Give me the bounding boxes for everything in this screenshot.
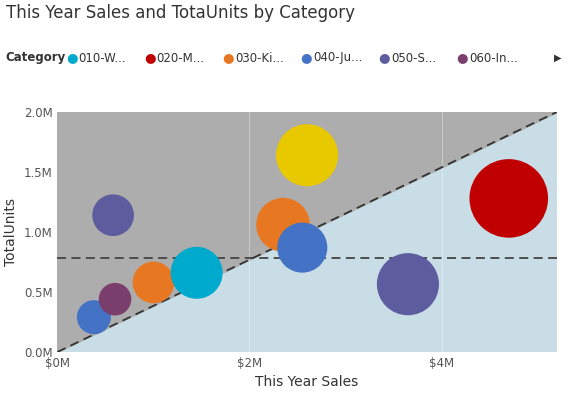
Text: Category: Category (6, 52, 66, 64)
Text: ●: ● (378, 52, 390, 64)
Point (504, 195, 513, 202)
Text: 050-S...: 050-S... (391, 52, 436, 64)
Text: ●: ● (144, 52, 156, 64)
Point (110, 296, 119, 302)
Point (149, 279, 158, 286)
Point (404, 281, 413, 287)
Point (108, 212, 118, 218)
Text: 060-In...: 060-In... (469, 52, 518, 64)
Text: ●: ● (222, 52, 234, 64)
Text: 040-Ju...: 040-Ju... (313, 52, 362, 64)
Text: 010-W...: 010-W... (79, 52, 126, 64)
Point (278, 222, 288, 228)
Point (90, 314, 99, 320)
Text: ●: ● (456, 52, 468, 64)
Text: ●: ● (300, 52, 312, 64)
Point (298, 244, 307, 251)
Text: ▶: ▶ (554, 53, 561, 63)
Text: 020-M...: 020-M... (157, 52, 205, 64)
Y-axis label: TotalUnits: TotalUnits (4, 198, 18, 266)
Point (192, 270, 201, 276)
Text: This Year Sales and TotaUnits by Category: This Year Sales and TotaUnits by Categor… (6, 4, 355, 22)
X-axis label: This Year Sales: This Year Sales (255, 376, 359, 390)
Polygon shape (57, 112, 557, 352)
Text: 030-Ki...: 030-Ki... (235, 52, 284, 64)
Text: ●: ● (66, 52, 77, 64)
Point (302, 152, 312, 158)
